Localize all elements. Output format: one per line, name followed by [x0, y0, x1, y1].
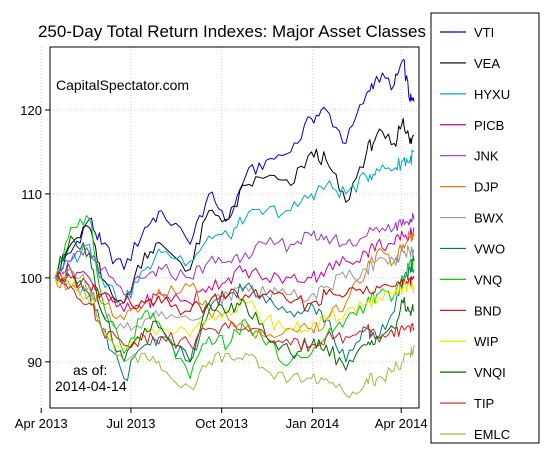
series-line-djp	[54, 231, 415, 339]
series-line-jnk	[54, 212, 415, 296]
series-line-bwx	[54, 245, 415, 331]
legend-label-wip: WIP	[474, 334, 499, 349]
legend-label-djp: DJP	[474, 180, 499, 195]
source-annotation: CapitalSpectator.com	[56, 77, 189, 93]
x-tick-label: Jul 2013	[106, 416, 155, 431]
legend-label-vti: VTI	[474, 25, 494, 40]
series-lines	[54, 59, 415, 398]
as-of-label: as of:	[73, 362, 107, 378]
y-tick-label: 120	[20, 103, 42, 118]
series-line-vti	[54, 59, 415, 279]
legend-label-vea: VEA	[474, 56, 500, 71]
legend-box	[430, 12, 540, 444]
y-tick-label: 110	[21, 187, 42, 202]
legend-label-vnqi: VNQI	[474, 365, 506, 380]
legend-label-bwx: BWX	[474, 211, 504, 226]
y-tick-label: 90	[28, 355, 42, 370]
x-tick-label: Apr 2014	[375, 416, 428, 431]
series-line-picb	[54, 227, 415, 312]
series-line-wip	[54, 275, 415, 349]
y-tick-label: 100	[20, 271, 42, 286]
series-line-emlc	[54, 269, 415, 398]
axes: 90 100 110 120 Apr 2013 Jul 2013 Oct 2013 Jan 2…	[15, 103, 428, 431]
series-line-vwo	[54, 255, 415, 381]
grid	[40, 47, 419, 408]
series-line-bnd	[54, 269, 415, 316]
legend-label-tip: TIP	[474, 396, 494, 411]
series-line-tip	[54, 271, 415, 352]
legend-label-vnq: VNQ	[474, 272, 502, 287]
x-tick-label: Oct 2013	[195, 416, 248, 431]
plot-frame	[49, 46, 420, 409]
legend-label-hyxu: HYXU	[474, 87, 510, 102]
x-tick-label: Jan 2014	[286, 416, 340, 431]
legend-label-bnd: BND	[474, 303, 501, 318]
series-line-hyxu	[54, 149, 415, 305]
as-of-date: 2014-04-14	[55, 378, 127, 394]
legend-label-picb: PICB	[474, 118, 504, 133]
chart-title: 250-Day Total Return Indexes: Major Asse…	[38, 22, 426, 41]
legend-label-emlc: EMLC	[474, 427, 510, 442]
x-tick-label: Apr 2013	[15, 416, 68, 431]
legend-label-jnk: JNK	[474, 149, 499, 164]
legend-label-vwo: VWO	[474, 241, 505, 256]
legend: VTI VEA HYXU PICB JNK DJP BWX VWO VNQ BND WIP VNQI T…	[430, 12, 540, 444]
